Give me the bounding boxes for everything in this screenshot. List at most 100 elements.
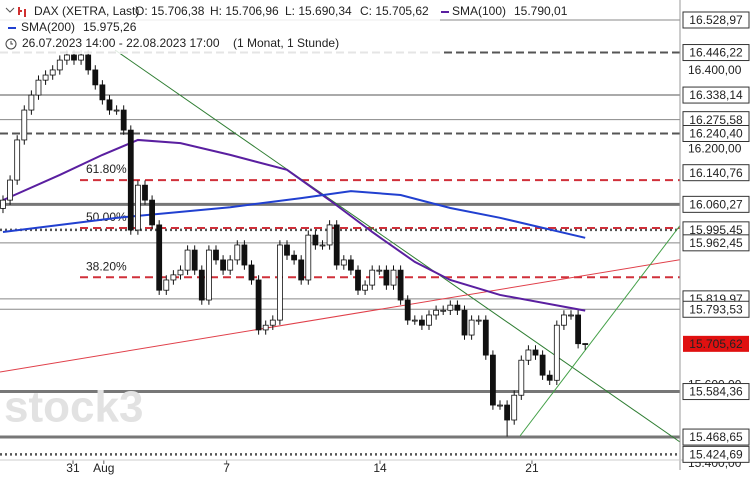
- level-label-box: [682, 195, 750, 213]
- x-tick-label: 31: [66, 461, 80, 475]
- level-label: 15.962,45: [689, 236, 743, 250]
- candle-body: [433, 309, 440, 316]
- candle-body: [553, 324, 560, 381]
- marks-layer: [0, 50, 589, 437]
- candle-body: [539, 354, 546, 376]
- candle-body: [284, 244, 290, 256]
- candle-body: [78, 54, 84, 61]
- candle-body: [227, 259, 234, 271]
- ohlc: C: 15.705,62: [360, 4, 429, 18]
- candle-body: [21, 109, 28, 141]
- candle-body: [490, 354, 496, 406]
- last-price-label: 15.705,62: [689, 337, 743, 351]
- candle-body: [568, 314, 574, 317]
- x-tick-label: 14: [373, 461, 387, 475]
- candle-body: [404, 299, 411, 321]
- legend-name: SMA(200): [21, 20, 75, 34]
- fib-label: 61.80%: [86, 162, 127, 176]
- candle-body: [347, 259, 354, 271]
- candle-body: [497, 404, 503, 407]
- candle-body: [149, 199, 155, 226]
- candle-body: [355, 269, 361, 291]
- candle-body: [85, 54, 92, 71]
- y-tick-label: 16.200,00: [688, 142, 742, 156]
- candle-body: [184, 249, 191, 271]
- candle-body: [276, 244, 283, 321]
- candle-icon: [18, 7, 26, 17]
- candle-body: [99, 84, 106, 101]
- collapse-icon[interactable]: [5, 7, 15, 13]
- x-tick-label: 7: [223, 461, 230, 475]
- candle-body: [546, 374, 553, 381]
- level-label: 15.995,45: [689, 223, 743, 237]
- candle-body: [156, 224, 163, 291]
- level-label: 16.528,97: [689, 13, 743, 27]
- candle-body: [369, 269, 376, 286]
- level-label: 15.424,69: [689, 448, 743, 462]
- y-tick-label: 16.400,00: [688, 63, 742, 77]
- ohlc: H: 15.706,96: [210, 4, 279, 18]
- candle-body: [220, 259, 226, 271]
- candle-body: [213, 249, 219, 261]
- level-label-box: [682, 234, 750, 252]
- candle-body: [511, 394, 518, 421]
- candle-body: [419, 319, 425, 326]
- candle-body: [411, 319, 418, 322]
- candle-body: [312, 234, 319, 246]
- candle-body: [482, 319, 489, 356]
- level-label: 16.275,58: [689, 113, 743, 127]
- candle-body: [440, 309, 447, 312]
- candle-body: [504, 404, 511, 421]
- header-bg: [0, 0, 440, 54]
- grid-layer: [72, 70, 684, 465]
- legend-value: 15.975,26: [83, 20, 137, 34]
- candle-body: [28, 94, 35, 111]
- candle-body: [383, 269, 390, 286]
- trend-line: [114, 49, 681, 443]
- level-label-box: [682, 300, 750, 318]
- level-label-box: [682, 44, 750, 62]
- level-label: 16.338,14: [689, 88, 743, 102]
- candle-body: [255, 279, 262, 331]
- candle-body: [127, 129, 134, 231]
- candle-body: [92, 69, 99, 86]
- candle-body: [390, 269, 397, 286]
- candle-body: [56, 59, 63, 71]
- sma-line: [2, 138, 586, 312]
- candle-body: [177, 269, 184, 276]
- x-tick-label: Aug: [93, 461, 114, 475]
- candle-body: [518, 359, 525, 396]
- candle-body: [0, 199, 6, 209]
- candle-body: [298, 259, 305, 281]
- candle-body: [106, 99, 113, 111]
- candle-body: [63, 54, 70, 61]
- level-label: 16.140,76: [689, 166, 743, 180]
- candle-body: [397, 269, 404, 301]
- candle-body: [234, 244, 241, 261]
- level-label: 16.240,40: [689, 127, 743, 141]
- x-tick-label: 21: [525, 461, 539, 475]
- trend-line: [0, 248, 746, 373]
- legend-value: 15.790,01: [514, 4, 568, 18]
- fib-label: 38.20%: [86, 259, 127, 273]
- candle-body: [35, 79, 42, 96]
- clock-icon: [5, 38, 17, 50]
- candle-body: [163, 279, 170, 291]
- candle-body: [326, 224, 333, 246]
- candle-body: [461, 309, 468, 336]
- candle-body: [198, 269, 205, 301]
- candle-body: [447, 304, 454, 311]
- level-label-box: [682, 428, 750, 446]
- level-label: 16.060,27: [689, 198, 743, 212]
- candle-body: [262, 324, 269, 331]
- candle-body: [340, 259, 347, 266]
- level-label: 15.584,36: [689, 385, 743, 399]
- candle-body: [241, 244, 248, 266]
- level-label-box: [682, 11, 750, 29]
- candle-body: [468, 319, 475, 336]
- candle-body: [14, 139, 21, 181]
- interval: (1 Monat, 1 Stunde): [233, 36, 339, 50]
